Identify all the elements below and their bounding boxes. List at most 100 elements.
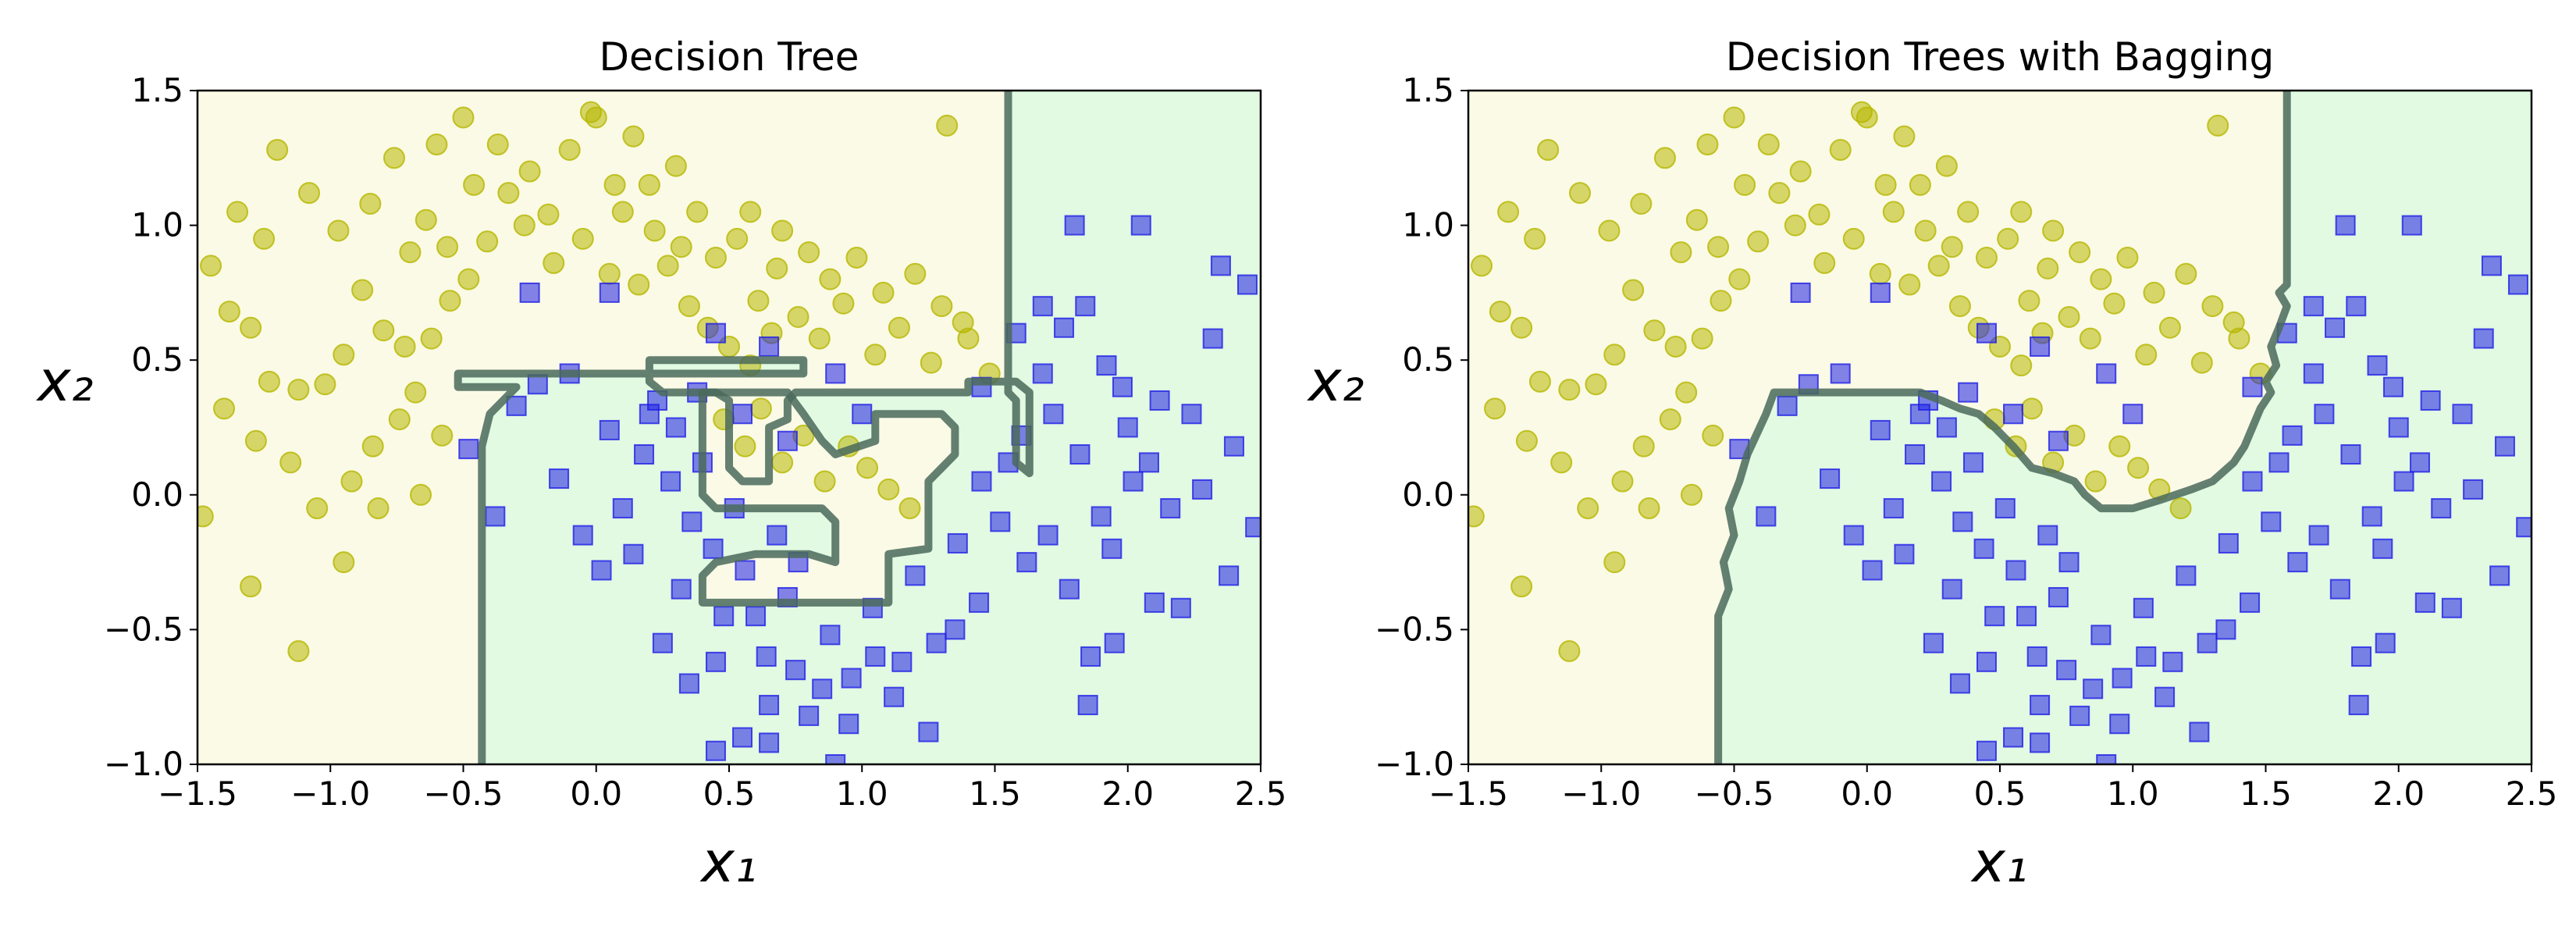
data-point-square	[2420, 390, 2441, 411]
data-point-circle	[1813, 251, 1836, 274]
data-point-square	[2409, 452, 2430, 473]
data-point-circle	[598, 262, 621, 285]
data-point-circle	[279, 451, 302, 474]
data-point-circle	[1515, 429, 1538, 452]
data-point-square	[1952, 511, 1973, 532]
data-point-square	[2481, 255, 2502, 276]
data-point-circle	[2228, 327, 2250, 350]
data-point-circle	[359, 192, 382, 215]
data-point-square	[756, 646, 777, 667]
data-point-square	[1104, 632, 1125, 653]
data-point-circle	[497, 182, 520, 205]
data-point-square	[2030, 695, 2051, 716]
data-point-circle	[628, 273, 650, 296]
data-point-square	[865, 646, 886, 667]
data-point-square	[1112, 376, 1133, 397]
data-point-circle	[367, 497, 390, 520]
data-point-square	[2003, 727, 2024, 748]
data-point-square	[2441, 597, 2462, 618]
data-point-circle	[2010, 354, 2033, 377]
data-point-circle	[333, 551, 355, 574]
data-point-circle	[425, 134, 448, 156]
data-point-circle	[603, 173, 626, 196]
data-point-square	[1016, 552, 1037, 573]
data-point-circle	[798, 241, 820, 264]
x-tick-label: 0.0	[570, 774, 622, 813]
y-tick-label: 1.5	[131, 71, 183, 109]
data-point-circle	[2108, 435, 2131, 458]
data-point-square	[2026, 646, 2048, 667]
data-point-circle	[1957, 201, 1980, 223]
x-tick-label: −1.0	[290, 774, 370, 813]
data-point-circle	[431, 424, 454, 447]
data-point-circle	[611, 201, 634, 223]
data-point-square	[2287, 552, 2308, 573]
x-tick-label: 0.5	[1974, 774, 2026, 813]
data-point-square	[2069, 705, 2090, 726]
data-point-circle	[766, 257, 788, 280]
data-point-square	[2282, 425, 2303, 446]
data-point-square	[705, 322, 726, 344]
data-point-square	[1843, 525, 1864, 546]
data-point-square	[2414, 592, 2435, 613]
data-point-square	[2003, 404, 2024, 425]
data-point-square	[1245, 517, 1261, 538]
data-point-square	[799, 705, 820, 726]
data-point-square	[705, 740, 726, 761]
data-point-square	[703, 538, 724, 559]
data-point-square	[1080, 646, 1101, 667]
y-tick-label: 0.0	[1402, 475, 1454, 514]
data-point-square	[1130, 215, 1151, 236]
data-point-square	[1096, 355, 1117, 376]
data-point-square	[2136, 646, 2157, 667]
data-point-square	[2393, 471, 2414, 492]
data-point-circle	[463, 173, 486, 196]
data-point-circle	[1537, 138, 1560, 161]
data-point-circle	[2190, 351, 2213, 374]
data-point-circle	[1664, 335, 1687, 358]
data-point-circle	[1941, 236, 1963, 258]
data-point-square	[2162, 651, 2183, 672]
data-point-square	[1202, 328, 1223, 349]
data-point-circle	[543, 251, 565, 274]
data-point-circle	[734, 435, 756, 458]
data-point-circle	[856, 457, 879, 479]
data-point-circle	[226, 201, 249, 223]
data-point-circle	[1653, 147, 1676, 169]
data-point-circle	[382, 147, 405, 169]
data-point-circle	[2037, 257, 2059, 280]
data-point-square	[1059, 579, 1080, 600]
data-point-circle	[361, 435, 384, 458]
data-point-circle	[877, 478, 900, 500]
data-point-circle	[1558, 379, 1581, 401]
data-point-circle	[333, 344, 355, 366]
data-point-square	[2303, 296, 2324, 317]
data-point-square	[759, 695, 780, 716]
data-point-circle	[2042, 219, 2065, 242]
data-point-square	[1037, 525, 1059, 546]
data-point-circle	[298, 182, 321, 205]
data-point-circle	[813, 470, 836, 493]
x-tick-label: 1.5	[969, 774, 1021, 813]
data-point-circle	[704, 247, 727, 269]
data-point-square	[777, 430, 798, 451]
decision-boundary-island	[698, 388, 959, 607]
data-point-circle	[197, 505, 214, 528]
data-point-circle	[340, 470, 363, 493]
data-point-square	[1830, 363, 1851, 384]
data-point-circle	[244, 429, 267, 452]
data-point-square	[458, 439, 479, 460]
data-point-square	[2346, 296, 2367, 317]
data-point-circle	[476, 230, 499, 253]
data-point-circle	[2079, 327, 2101, 350]
data-point-square	[785, 660, 806, 681]
data-point-square	[1976, 322, 1997, 344]
plot-area	[197, 91, 1261, 764]
data-point-circle	[739, 201, 762, 223]
decision-boundary	[454, 91, 1034, 764]
x-axis-label: x₁	[1970, 829, 2027, 895]
data-point-square	[599, 282, 620, 303]
data-point-circle	[1558, 640, 1581, 663]
